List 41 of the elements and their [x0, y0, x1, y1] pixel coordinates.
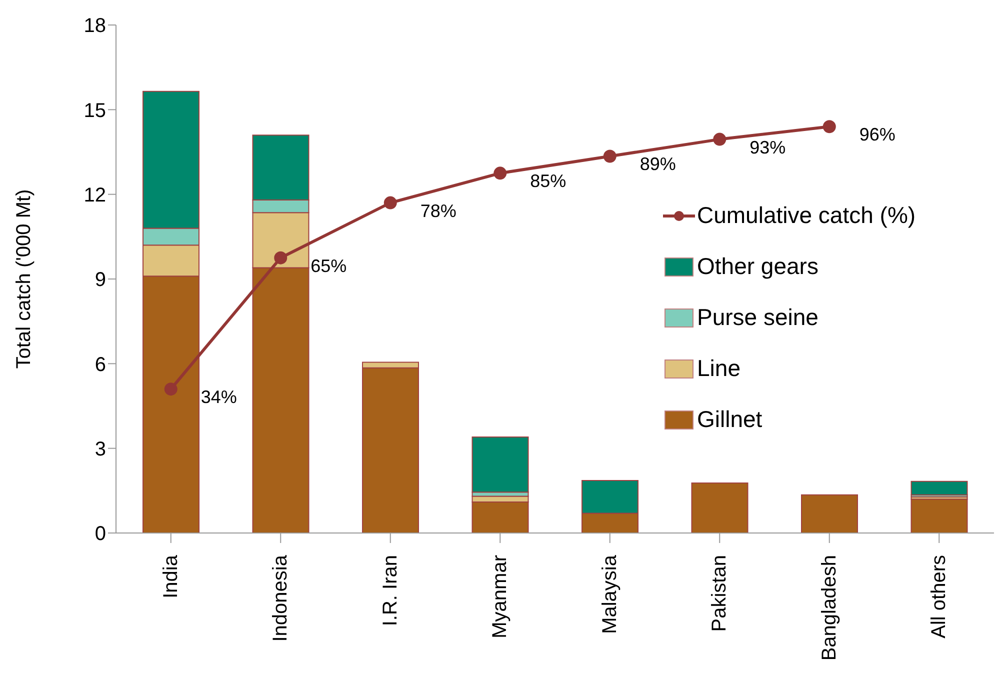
y-tick-label: 3	[94, 438, 106, 460]
legend-label: Other gears	[697, 253, 818, 280]
bar	[472, 501, 529, 533]
point	[822, 120, 836, 134]
data-label: 85%	[530, 171, 566, 192]
data-label: 65%	[310, 256, 347, 276]
x-tick-label: Indonesia	[270, 554, 292, 642]
y-tick-label: 18	[84, 15, 106, 38]
point	[494, 166, 507, 180]
bar	[910, 498, 968, 533]
bar	[472, 436, 529, 493]
legend-label: Line	[697, 355, 740, 382]
data-label: 34%	[200, 387, 237, 408]
x-tick-label: All others	[928, 555, 950, 638]
y-axis-title: Total catch ('000 Mt)	[13, 189, 36, 369]
point	[713, 132, 726, 146]
bar	[910, 480, 968, 496]
y-tick-label: 6	[94, 354, 106, 376]
y-tick-label: 12	[84, 184, 106, 206]
x-tick-label: Bangladesh	[818, 555, 840, 661]
bar	[801, 494, 858, 533]
x-tick-label: Pakistan	[708, 555, 731, 632]
data-label: 78%	[420, 200, 456, 221]
point	[384, 196, 397, 210]
legend-label: Gillnet	[697, 406, 762, 433]
x-tick-label: India	[160, 554, 182, 598]
data-label: 96%	[859, 124, 896, 145]
bar	[691, 482, 748, 533]
x-tick-label: Myanmar	[489, 554, 512, 638]
point	[164, 382, 178, 396]
y-tick-label: 15	[84, 100, 106, 122]
x-tick-label: Malaysia	[598, 554, 621, 634]
y-tick-label: 0	[94, 523, 106, 546]
data-label: 89%	[640, 154, 676, 174]
legend-label: Purse seine	[697, 304, 818, 331]
x-tick-label: I.R. Iran	[379, 555, 402, 626]
point	[603, 150, 616, 163]
y-tick-label: 9	[94, 269, 106, 292]
data-label: 93%	[750, 137, 786, 158]
legend-label: Cumulative catch (%)	[697, 202, 916, 229]
point	[274, 251, 288, 264]
